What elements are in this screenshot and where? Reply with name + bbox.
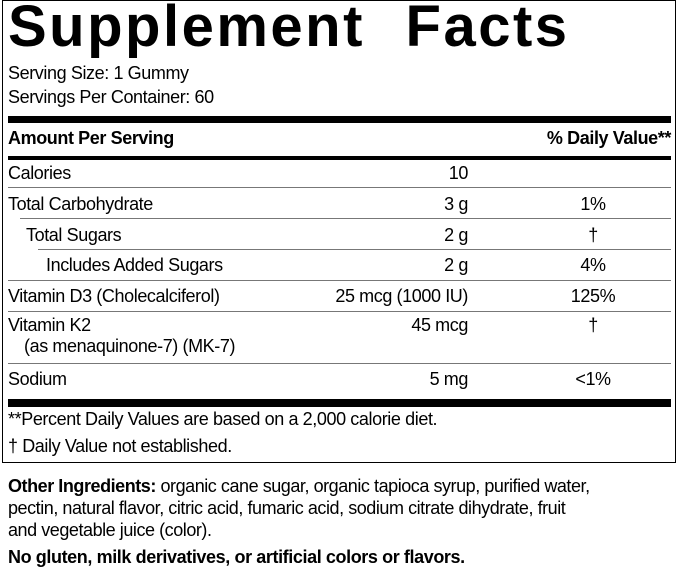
- servings-per-container: Servings Per Container: 60: [8, 87, 214, 107]
- daily-value-header: % Daily Value**: [546, 128, 671, 148]
- other-ingredients: Other Ingredients: organic cane sugar, o…: [8, 476, 590, 540]
- row-divider: [8, 363, 671, 364]
- thick-divider: [8, 116, 671, 123]
- allergen-statement: No gluten, milk derivatives, or artifici…: [8, 547, 465, 567]
- row-divider: [8, 280, 671, 281]
- serving-size: Serving Size: 1 Gummy: [8, 63, 189, 83]
- row-divider: [8, 187, 671, 188]
- footnote-daily-values: **Percent Daily Values are based on a 2,…: [8, 409, 438, 429]
- amount-header: Amount Per Serving: [8, 128, 174, 148]
- thick-divider: [8, 399, 671, 407]
- panel-title: Supplement Facts: [8, 0, 570, 59]
- footnote-dagger: † Daily Value not established.: [8, 436, 232, 456]
- supplement-facts-panel: [2, 0, 676, 463]
- medium-divider: [8, 156, 671, 160]
- row-divider: [38, 249, 671, 250]
- row-divider: [20, 218, 671, 219]
- row-divider: [8, 311, 671, 312]
- other-ingredients-label: Other Ingredients:: [8, 476, 156, 496]
